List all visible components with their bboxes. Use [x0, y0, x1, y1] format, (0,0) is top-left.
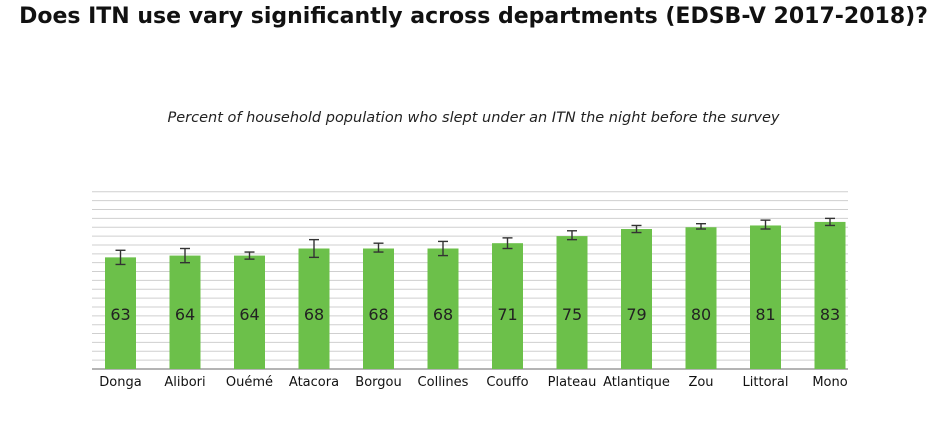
category-label: Atlantique — [603, 375, 670, 390]
data-label-bg — [624, 303, 649, 323]
category-label: Couffo — [486, 375, 528, 390]
category-label: Alibori — [164, 375, 205, 390]
data-label: 64 — [175, 305, 195, 324]
data-label: 79 — [626, 305, 646, 324]
bar — [685, 227, 717, 369]
gridlines — [92, 191, 848, 370]
data-label: 81 — [755, 305, 775, 324]
data-label: 63 — [110, 305, 130, 324]
bars — [105, 221, 846, 369]
data-label: 68 — [368, 305, 388, 324]
category-label: Ouémé — [226, 375, 273, 390]
chart-subtitle: Percent of household population who slep… — [167, 110, 780, 126]
bar — [750, 225, 781, 369]
error-bar — [180, 247, 190, 264]
error-bar — [696, 222, 706, 230]
data-label-bg — [366, 303, 391, 323]
data-label: 71 — [497, 305, 517, 324]
data-label: 64 — [239, 305, 259, 324]
data-label: 83 — [820, 305, 840, 324]
data-label: 80 — [691, 305, 711, 324]
data-label-bg — [237, 303, 262, 323]
data-label: 68 — [433, 305, 453, 324]
category-label: Littoral — [743, 375, 789, 390]
data-label-bg — [818, 303, 842, 323]
data-label: 68 — [304, 305, 324, 324]
error-bar — [115, 249, 126, 266]
data-label-bg — [753, 303, 778, 323]
error-bar — [760, 219, 771, 230]
error-bar — [309, 238, 319, 259]
data-label-bg — [173, 303, 197, 323]
category-label: Plateau — [548, 375, 597, 390]
bar — [556, 236, 588, 369]
data-label-bg — [108, 303, 133, 323]
data-labels: 63 64 64 68 68 68 71 75 79 80 81 83 — [108, 303, 842, 324]
error-bar — [825, 217, 835, 227]
data-label-bg — [495, 303, 520, 323]
error-bar — [244, 251, 255, 260]
category-label: Borgou — [355, 375, 401, 390]
category-label: Donga — [99, 375, 141, 390]
error-bar — [373, 242, 384, 253]
error-bar — [502, 237, 513, 250]
error-bars — [115, 217, 835, 266]
category-label: Mono — [812, 375, 847, 390]
category-label: Collines — [418, 375, 469, 390]
bar — [814, 221, 846, 369]
data-label-bg — [431, 303, 455, 323]
category-labels: Donga Alibori Ouémé Atacora Borgou Collines Co… — [99, 375, 847, 390]
data-label-bg — [302, 303, 326, 323]
category-label: Zou — [688, 375, 713, 390]
category-label: Atacora — [289, 375, 339, 390]
page-title: Does ITN use vary significantly across d… — [19, 4, 928, 29]
error-bar — [631, 224, 642, 234]
data-label-bg — [689, 303, 713, 323]
bar — [621, 229, 652, 369]
error-bar — [438, 240, 448, 257]
data-label: 75 — [562, 305, 582, 324]
data-label-bg — [560, 303, 584, 323]
error-bar — [567, 230, 577, 241]
